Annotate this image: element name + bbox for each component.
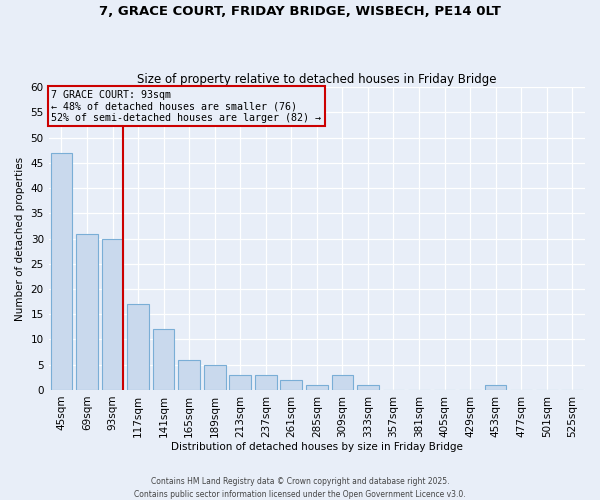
Text: 7 GRACE COURT: 93sqm
← 48% of detached houses are smaller (76)
52% of semi-detac: 7 GRACE COURT: 93sqm ← 48% of detached h… [51,90,321,123]
Bar [76,234,98,390]
Bar [229,375,251,390]
Bar [357,385,379,390]
Title: Size of property relative to detached houses in Friday Bridge: Size of property relative to detached ho… [137,73,497,86]
Bar [153,330,175,390]
Bar [127,304,149,390]
Bar [280,380,302,390]
Bar [255,375,277,390]
Bar [50,153,72,390]
Bar [204,364,226,390]
Text: Contains HM Land Registry data © Crown copyright and database right 2025.
Contai: Contains HM Land Registry data © Crown c… [134,478,466,499]
Bar [178,360,200,390]
Bar [485,385,506,390]
Bar [332,375,353,390]
Bar [306,385,328,390]
X-axis label: Distribution of detached houses by size in Friday Bridge: Distribution of detached houses by size … [171,442,463,452]
Text: 7, GRACE COURT, FRIDAY BRIDGE, WISBECH, PE14 0LT: 7, GRACE COURT, FRIDAY BRIDGE, WISBECH, … [99,5,501,18]
Bar [101,238,124,390]
Y-axis label: Number of detached properties: Number of detached properties [15,156,25,320]
